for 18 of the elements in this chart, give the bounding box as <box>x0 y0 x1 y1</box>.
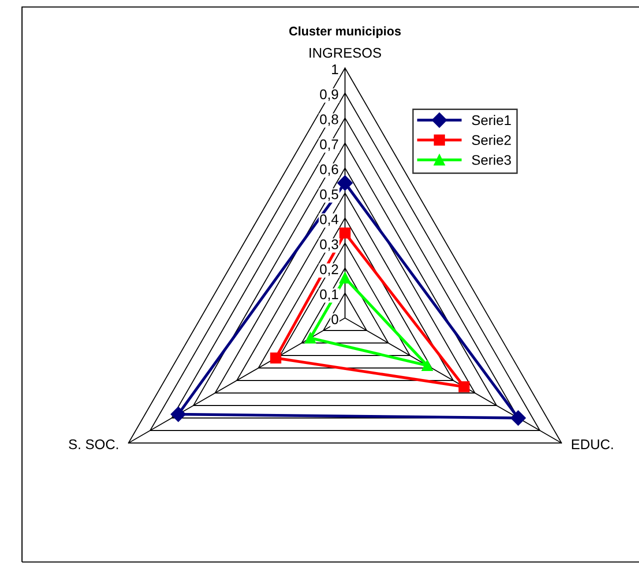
y-tick-label: 1 <box>332 64 338 74</box>
y-tick-label: 0,7 <box>320 139 338 151</box>
spoke-label: INGRESOS <box>310 48 382 58</box>
legend-label: Serie1 <box>472 114 511 126</box>
y-tick-label: 0,1 <box>320 289 338 301</box>
legend-label: Serie3 <box>472 154 511 165</box>
chart-title: Cluster municipios <box>289 26 401 38</box>
y-tick-label: 0,6 <box>320 164 338 176</box>
y-tick-label: 0,8 <box>320 114 338 126</box>
y-tick-label: 0,5 <box>320 189 338 201</box>
y-tick-label: 0,4 <box>320 214 338 226</box>
spoke-label: EDUC. <box>572 439 613 450</box>
legend-label: Serie2 <box>472 134 511 146</box>
y-tick-label: 0 <box>332 314 338 324</box>
y-tick-label: 0,9 <box>320 89 338 101</box>
spoke-label: S. SOC. <box>68 439 118 450</box>
y-tick-label: 0,2 <box>320 264 338 276</box>
y-tick-label: 0,3 <box>320 239 338 251</box>
